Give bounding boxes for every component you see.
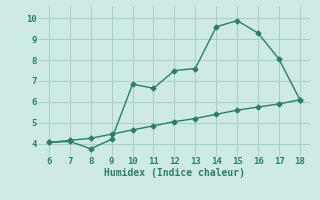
X-axis label: Humidex (Indice chaleur): Humidex (Indice chaleur) (104, 168, 245, 178)
